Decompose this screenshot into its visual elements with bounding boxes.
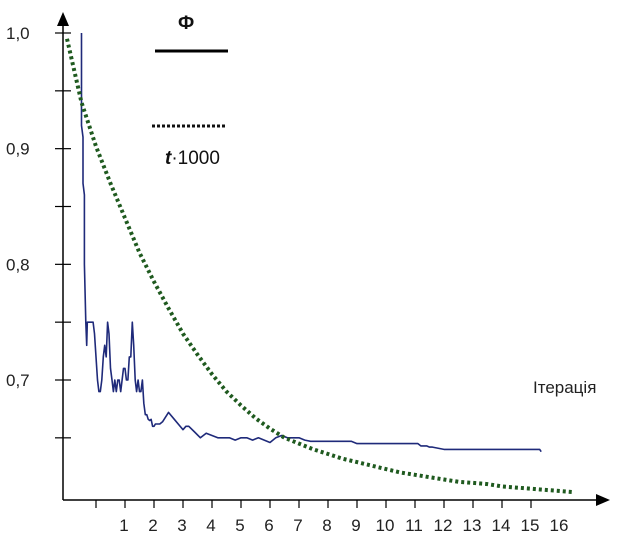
- ticks: 1 2 3 4 5 6 7 8 9 10 11 12 13 14 15 161,00,90,80,7: [6, 24, 568, 535]
- x-tick-label: 2: [148, 516, 157, 535]
- x-tick-label: 13: [463, 516, 482, 535]
- x-tick-label: 6: [264, 516, 273, 535]
- x-tick-label: 4: [206, 516, 215, 535]
- x-tick-label: 11: [405, 516, 423, 535]
- series-t-line: [65, 38, 575, 495]
- x-tick-label: 9: [351, 516, 360, 535]
- y-tick-label: 0,7: [6, 371, 30, 390]
- series-phi-line: [80, 33, 542, 453]
- x-tick-label: 7: [293, 516, 302, 535]
- x-tick-label: 3: [177, 516, 186, 535]
- legend: Ф t·1000: [152, 13, 228, 169]
- series-layer: [65, 33, 575, 495]
- x-tick-label: 8: [322, 516, 331, 535]
- y-tick-label: 0,8: [6, 255, 30, 274]
- x-tick-label: 10: [376, 516, 395, 535]
- x-tick-label: 5: [235, 516, 244, 535]
- y-axis-arrow: [57, 12, 69, 26]
- axes: [57, 12, 610, 506]
- x-tick-label: 12: [434, 516, 453, 535]
- x-tick-label: 1: [119, 516, 128, 535]
- x-tick-label: 14: [492, 516, 511, 535]
- x-tick-label: 15: [521, 516, 540, 535]
- legend-t-suffix: ·1000: [171, 148, 220, 169]
- x-tick-label: 16: [550, 516, 569, 535]
- legend-phi-label: Ф: [178, 13, 194, 34]
- x-axis-label: Ітерація: [533, 378, 596, 397]
- y-tick-label: 1,0: [6, 24, 30, 43]
- legend-t-symbol: t: [165, 148, 172, 169]
- x-axis-arrow: [596, 494, 610, 506]
- legend-t-label: t·1000: [165, 148, 220, 169]
- y-tick-label: 0,9: [6, 140, 30, 159]
